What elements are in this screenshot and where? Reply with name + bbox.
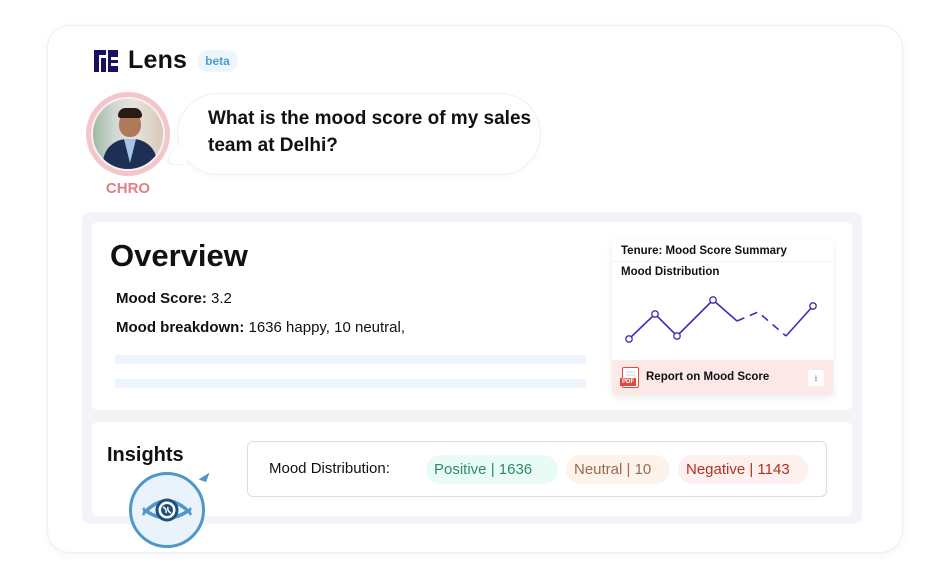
mood-distribution-label: Mood Distribution: [269, 460, 390, 477]
report-title: Tenure: Mood Score Summary [621, 245, 787, 257]
pdf-icon [620, 367, 639, 388]
loading-skeleton-line [115, 355, 586, 364]
download-icon: ⭳ [814, 373, 818, 383]
question-bubble: What is the mood score of my sales team … [178, 94, 540, 174]
insights-eye-badge [129, 469, 210, 548]
mood-line-chart [625, 296, 817, 343]
report-card[interactable]: Tenure: Mood Score Summary Mood Distribu… [612, 240, 833, 395]
report-attachment[interactable]: Report on Mood Score ⭳ [612, 360, 833, 395]
attachment-name: Report on Mood Score [646, 371, 770, 383]
beta-badge: beta [197, 49, 238, 72]
report-subtitle: Mood Distribution [621, 266, 720, 278]
divider [612, 261, 833, 262]
mood-score-line: Mood Score: 3.2 [116, 290, 232, 307]
eye-icon [142, 498, 192, 522]
positive-pill[interactable]: Positive | 1636 [426, 455, 558, 484]
mood-breakdown-line: Mood breakdown: 1636 happy, 10 neutral, [116, 319, 405, 336]
mood-breakdown-label: Mood breakdown: [116, 319, 245, 336]
mood-score-value: 3.2 [211, 290, 232, 307]
insights-title: Insights [107, 444, 184, 466]
mood-breakdown-value: 1636 happy, 10 neutral, [248, 319, 406, 336]
app-header: Lens beta [94, 46, 238, 75]
question-text: What is the mood score of my sales team … [208, 108, 532, 156]
mood-distribution-box: Mood Distribution: Positive | 1636 Neutr… [247, 441, 827, 497]
user-avatar-icon [91, 97, 165, 171]
overview-title: Overview [110, 238, 248, 273]
neutral-pill[interactable]: Neutral | 10 [566, 455, 670, 484]
user-role-label: CHRO [105, 180, 151, 197]
download-button[interactable]: ⭳ [808, 370, 824, 386]
lens-logo-icon [94, 48, 118, 74]
user-avatar [86, 92, 170, 176]
app-name: Lens [128, 46, 188, 74]
loading-skeleton-line [115, 379, 586, 388]
negative-pill[interactable]: Negative | 1143 [678, 455, 808, 484]
mood-score-label: Mood Score: [116, 290, 207, 307]
